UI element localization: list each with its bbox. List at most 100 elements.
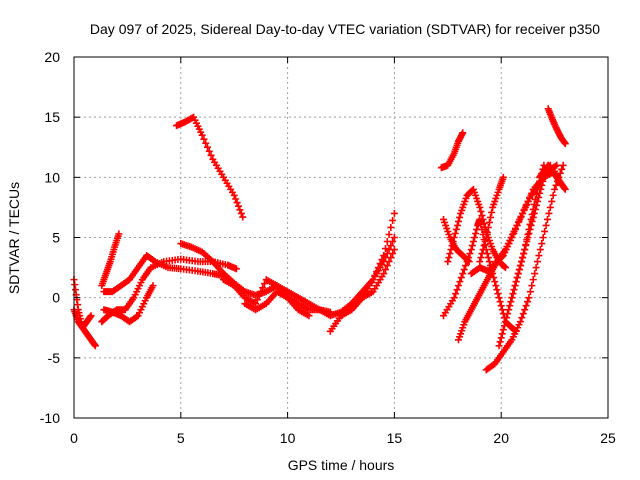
data-point <box>471 234 478 241</box>
data-point <box>202 139 210 147</box>
data-point <box>539 234 547 241</box>
data-point <box>546 203 554 211</box>
data-point <box>236 206 244 214</box>
data-point <box>232 195 240 203</box>
data-point <box>521 246 529 254</box>
data-point <box>456 278 464 286</box>
data-point <box>525 225 533 233</box>
data-point <box>496 298 504 306</box>
data-point <box>87 312 95 320</box>
data-point <box>385 230 393 238</box>
data-point <box>305 312 313 320</box>
y-axis-label: SDTVAR / TECUs <box>6 182 22 294</box>
data-point <box>477 254 485 262</box>
y-tick-label: -5 <box>48 350 61 366</box>
data-point <box>252 300 260 308</box>
series-arc-17 <box>444 185 509 272</box>
data-point <box>450 234 458 241</box>
data-point <box>495 294 503 302</box>
data-point <box>493 286 501 294</box>
data-point <box>457 274 465 282</box>
y-tick-label: 15 <box>44 109 60 125</box>
series-arc-25 <box>544 105 569 148</box>
data-point <box>558 165 566 173</box>
chart-title: Day 097 of 2025, Sidereal Day-to-day VTE… <box>90 21 600 37</box>
data-point <box>456 213 464 221</box>
data-point <box>385 258 393 266</box>
data-point <box>204 143 211 151</box>
data-point <box>517 258 525 266</box>
data-point <box>200 135 208 143</box>
x-tick-label: 15 <box>387 430 403 446</box>
data-point <box>382 245 389 253</box>
data-point <box>526 220 534 228</box>
data-point <box>485 258 493 266</box>
data-point <box>536 189 544 197</box>
data-point <box>91 342 99 350</box>
data-point <box>472 229 480 237</box>
data-point <box>499 173 507 181</box>
series-arc-13 <box>348 246 398 314</box>
y-tick-label: 10 <box>44 169 60 185</box>
x-tick-label: 5 <box>177 430 185 446</box>
y-tick-label: 5 <box>52 230 60 246</box>
data-point <box>526 288 534 296</box>
data-point <box>459 270 467 278</box>
data-point <box>485 218 493 226</box>
data-point <box>525 294 533 302</box>
data-point <box>230 191 238 199</box>
data-point <box>207 151 215 159</box>
data-point <box>480 219 488 227</box>
series-arc-14 <box>437 129 467 172</box>
data-point <box>150 257 158 265</box>
data-point <box>542 221 550 229</box>
y-tick-label: -10 <box>40 410 60 426</box>
data-point <box>498 306 506 314</box>
data-point <box>255 292 263 300</box>
data-point <box>518 314 526 322</box>
data-point <box>559 161 567 169</box>
data-point <box>538 240 546 248</box>
data-point <box>561 140 569 148</box>
data-point <box>233 199 241 207</box>
series-arc-7 <box>173 113 247 221</box>
data-point <box>487 213 495 221</box>
data-point <box>492 282 500 290</box>
data-point <box>479 246 487 254</box>
data-point <box>484 223 492 231</box>
x-tick-label: 0 <box>70 430 78 446</box>
data-point <box>481 238 489 246</box>
data-point <box>499 326 507 334</box>
data-point <box>389 250 397 258</box>
series-arc-10 <box>241 288 313 320</box>
data-point <box>508 294 516 302</box>
data-point <box>545 209 553 217</box>
data-point <box>239 213 247 221</box>
data-point <box>494 290 502 298</box>
data-point <box>452 290 460 298</box>
data-point <box>387 223 395 231</box>
data-point <box>446 250 454 258</box>
series-arc-20 <box>476 173 507 266</box>
data-point <box>451 229 459 237</box>
data-point <box>521 306 529 314</box>
data-point <box>515 266 523 274</box>
series-arc-12 <box>337 234 398 320</box>
data-point <box>501 318 509 326</box>
data-point <box>516 262 524 270</box>
data-point <box>529 205 537 213</box>
data-point <box>444 258 452 266</box>
data-point <box>454 217 462 225</box>
series-arc-3 <box>98 230 123 290</box>
data-point <box>501 264 509 272</box>
axis-ticks: 0 5 10 15 20 25 -10 -5 0 5 10 15 20 <box>40 49 616 446</box>
data-point <box>519 254 527 262</box>
data-point <box>464 257 472 265</box>
data-point <box>389 216 397 224</box>
data-point <box>498 330 506 338</box>
data-point <box>476 258 484 266</box>
data-point <box>561 185 569 193</box>
data-point <box>389 238 397 246</box>
data-point <box>257 288 265 296</box>
